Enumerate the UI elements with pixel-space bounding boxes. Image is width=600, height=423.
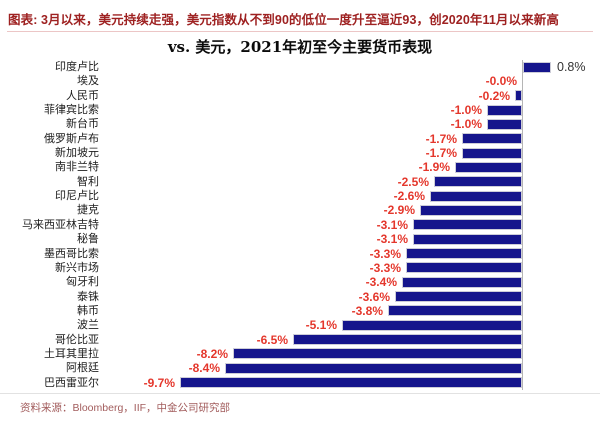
category-label: 南非兰特 — [55, 160, 99, 174]
value-bar — [406, 262, 522, 274]
value-bar — [233, 348, 522, 360]
value-label: -8.2% — [196, 346, 228, 361]
value-label: -1.0% — [450, 103, 482, 118]
value-bar — [487, 118, 522, 130]
chart-row: 巴西雷亚尔 -9.7% — [0, 376, 600, 390]
value-label: -3.4% — [365, 275, 397, 290]
value-bar — [413, 219, 522, 231]
value-bar — [487, 104, 522, 116]
value-bar — [462, 147, 522, 159]
category-label: 墨西哥比索 — [44, 246, 99, 260]
value-bar — [395, 291, 522, 303]
category-label: 智利 — [77, 174, 99, 188]
value-label: -0.2% — [478, 88, 510, 103]
chart-row: 南非兰特 -1.9% — [0, 160, 600, 174]
chart-row: 土耳其里拉 -8.2% — [0, 347, 600, 361]
chart-row: 新台币 -1.0% — [0, 117, 600, 131]
category-label: 印尼卢比 — [55, 189, 99, 203]
value-label: -2.6% — [393, 189, 425, 204]
chart-title: vs. 美元，2021年初至今主要货币表现 — [167, 38, 433, 56]
chart-row: 墨西哥比索 -3.3% — [0, 247, 600, 261]
value-bar — [523, 61, 551, 73]
category-label: 人民币 — [66, 88, 99, 102]
chart-row: 马来西亚林吉特 -3.1% — [0, 218, 600, 232]
value-label: 0.8% — [557, 60, 586, 74]
value-bar — [515, 90, 522, 102]
category-label: 新兴市场 — [55, 260, 99, 274]
value-bar — [293, 334, 522, 346]
category-label: 印度卢比 — [55, 60, 99, 73]
bar-chart: 印度卢比 0.8% 埃及 -0.0% 人民币 -0.2% 菲律宾比索 -1.0% 新台币 -1.0… — [0, 60, 600, 390]
title-underline — [7, 31, 593, 32]
value-label: -1.0% — [450, 117, 482, 132]
value-label: -2.9% — [383, 203, 415, 218]
chart-row: 印度卢比 0.8% — [0, 60, 600, 74]
value-bar — [225, 362, 522, 374]
value-bar — [462, 133, 522, 145]
category-label: 阿根廷 — [66, 361, 99, 375]
chart-row: 阿根廷 -8.4% — [0, 361, 600, 375]
category-label: 马来西亚林吉特 — [22, 217, 99, 231]
value-bar — [180, 377, 522, 389]
value-label: -6.5% — [256, 332, 288, 347]
value-label: -1.9% — [418, 160, 450, 175]
chart-row: 新加坡元 -1.7% — [0, 146, 600, 160]
value-label: -5.1% — [305, 318, 337, 333]
category-label: 匈牙利 — [66, 275, 99, 289]
chart-row: 韩币 -3.8% — [0, 304, 600, 318]
category-label: 哥伦比亚 — [55, 332, 99, 346]
value-bar — [430, 190, 522, 202]
chart-row: 埃及 -0.0% — [0, 74, 600, 88]
value-bar — [402, 276, 522, 288]
value-bar — [388, 305, 522, 317]
chart-row: 匈牙利 -3.4% — [0, 275, 600, 289]
chart-row: 印尼卢比 -2.6% — [0, 189, 600, 203]
chart-row: 俄罗斯卢布 -1.7% — [0, 132, 600, 146]
value-label: -2.5% — [397, 174, 429, 189]
category-label: 秘鲁 — [77, 232, 99, 246]
value-label: -9.7% — [143, 375, 175, 390]
value-label: -3.6% — [358, 289, 390, 304]
value-bar — [342, 319, 522, 331]
value-bar — [434, 176, 522, 188]
chart-row: 新兴市场 -3.3% — [0, 261, 600, 275]
chart-row: 捷克 -2.9% — [0, 203, 600, 217]
chart-row: 秘鲁 -3.1% — [0, 232, 600, 246]
chart-row: 智利 -2.5% — [0, 175, 600, 189]
value-label: -8.4% — [188, 361, 220, 376]
value-bar — [455, 161, 522, 173]
category-label: 巴西雷亚尔 — [44, 375, 99, 389]
category-label: 泰铢 — [77, 289, 99, 303]
footer-divider — [0, 393, 600, 394]
value-label: -3.3% — [369, 260, 401, 275]
value-label: -3.3% — [369, 246, 401, 261]
category-label: 土耳其里拉 — [44, 346, 99, 360]
category-label: 菲律宾比索 — [44, 103, 99, 117]
chart-row: 波兰 -5.1% — [0, 318, 600, 332]
value-bar — [420, 204, 522, 216]
chart-row: 哥伦比亚 -6.5% — [0, 333, 600, 347]
report-title: 图表: 3月以来，美元持续走强，美元指数从不到90的低位一度升至逼近93，创20… — [8, 13, 559, 27]
category-label: 新加坡元 — [55, 146, 99, 160]
chart-row: 泰铢 -3.6% — [0, 290, 600, 304]
value-label: -1.7% — [425, 146, 457, 161]
value-label: -0.0% — [485, 74, 517, 89]
category-label: 埃及 — [77, 74, 99, 88]
category-label: 新台币 — [66, 117, 99, 131]
value-label: -3.8% — [351, 303, 383, 318]
category-label: 韩币 — [77, 303, 99, 317]
chart-row: 菲律宾比索 -1.0% — [0, 103, 600, 117]
category-label: 捷克 — [77, 203, 99, 217]
value-bar — [413, 233, 522, 245]
category-label: 俄罗斯卢布 — [44, 131, 99, 145]
value-label: -1.7% — [425, 131, 457, 146]
value-label: -3.1% — [376, 217, 408, 232]
zero-axis-line — [522, 60, 523, 390]
chart-row: 人民币 -0.2% — [0, 89, 600, 103]
source-note: 资料来源：Bloomberg，IIF，中金公司研究部 — [20, 402, 231, 414]
category-label: 波兰 — [77, 318, 99, 332]
value-label: -3.1% — [376, 232, 408, 247]
value-bar — [406, 248, 522, 260]
